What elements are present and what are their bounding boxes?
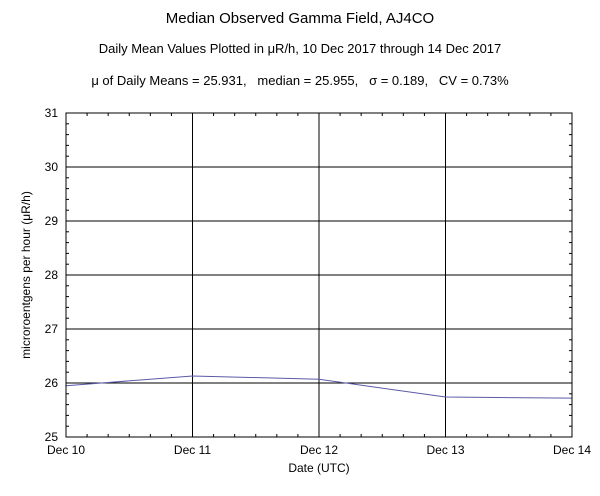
x-tick-labels: Dec 10 Dec 11 Dec 12 Dec 13 Dec 14	[47, 443, 591, 457]
x-axis-label: Date (UTC)	[288, 461, 349, 475]
y-tick-label: 28	[45, 268, 59, 282]
plot-frame	[65, 112, 573, 438]
chart-title: Median Observed Gamma Field, AJ4CO	[165, 10, 435, 27]
chart-subtitle: Daily Mean Values Plotted in μR/h, 10 De…	[98, 41, 502, 56]
y-tick-labels: 25 26 27 28 29 30 31	[45, 106, 59, 444]
y-axis-label: microroentgens per hour (μR/h)	[19, 191, 33, 359]
y-tick-label: 27	[45, 322, 59, 336]
y-tick-label: 29	[45, 214, 59, 228]
y-tick-label: 31	[45, 106, 59, 120]
x-tick-label: Dec 11	[174, 443, 211, 457]
x-tick-label: Dec 13	[426, 443, 464, 457]
x-tick-label: Dec 12	[300, 443, 338, 457]
chart-stats: μ of Daily Means = 25.931, median = 25.9…	[91, 73, 509, 88]
y-tick-label: 26	[45, 376, 59, 390]
x-tick-label: Dec 14	[553, 443, 591, 457]
y-tick-label: 30	[45, 160, 59, 174]
y-tick-label: 25	[45, 430, 59, 444]
grid-lines	[65, 112, 573, 438]
x-tick-label: Dec 10	[47, 443, 85, 457]
